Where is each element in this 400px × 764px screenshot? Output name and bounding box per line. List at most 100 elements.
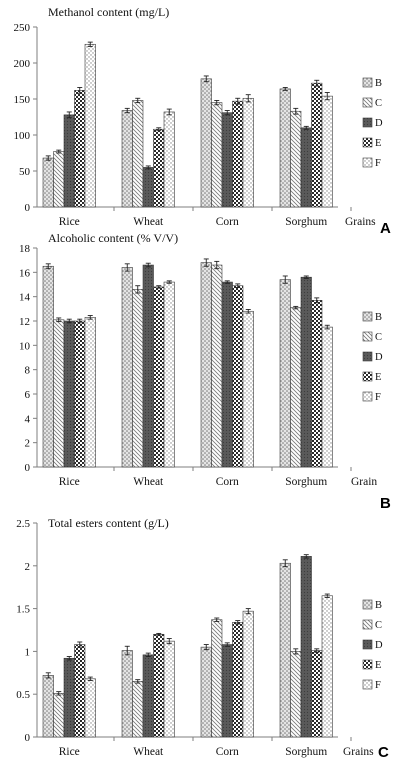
bar-wheat-d — [142, 167, 154, 208]
bar-sorghum-b — [279, 562, 291, 738]
y-tick-label: 12 — [19, 316, 30, 328]
legend-entry-d: D — [375, 640, 383, 651]
bar-sorghum-e — [311, 650, 323, 738]
y-tick-label: 6 — [25, 389, 31, 401]
bar-wheat-d — [142, 654, 154, 738]
bar-wheat-b — [121, 267, 133, 468]
legend-swatch-d — [362, 351, 373, 362]
y-tick-label: 2 — [25, 438, 31, 450]
legend-swatch-c — [362, 97, 373, 108]
legend-entry-c: C — [375, 620, 382, 631]
legend-entry-b: B — [375, 78, 382, 89]
bar-corn-c — [211, 102, 223, 208]
x-category-label: Rice — [59, 746, 80, 758]
bar-rice-f — [84, 317, 96, 468]
legend-swatch-f — [362, 391, 373, 402]
y-tick-label: 0.5 — [16, 689, 30, 701]
legend-swatch-e — [362, 137, 373, 148]
chart-panel-a: 0 50 100 150 200 250 Methanol content (mg/L) Ri… — [14, 5, 392, 237]
bar-sorghum-b — [279, 88, 291, 208]
bar-rice-f — [84, 678, 96, 738]
bar-corn-c — [211, 619, 223, 738]
x-category-label: Rice — [59, 476, 80, 488]
y-tick-label: 10 — [19, 340, 31, 352]
bar-corn-c — [211, 264, 223, 468]
legend-swatch-b — [362, 311, 373, 322]
y-tick-label: 50 — [19, 166, 31, 178]
legend-entry-e: E — [375, 372, 381, 383]
y-tick-label: 0 — [25, 202, 31, 214]
bar-rice-e — [74, 320, 86, 468]
bar-corn-b — [200, 78, 212, 208]
bar-sorghum-f — [321, 326, 333, 468]
y-tick-label: 150 — [14, 94, 31, 106]
bar-wheat-e — [153, 128, 165, 208]
bar-rice-b — [42, 265, 54, 468]
bar-wheat-e — [153, 633, 165, 738]
bar-sorghum-c — [290, 307, 302, 468]
x-category-label: Wheat — [133, 746, 164, 758]
bar-corn-b — [200, 262, 212, 468]
legend-entry-f: F — [375, 158, 381, 169]
legend-entry-b: B — [375, 312, 382, 323]
legend-entry-b: B — [375, 600, 382, 611]
y-tick-label: 1.5 — [16, 604, 30, 616]
chart-panel-b: 0 2 4 6 8 10 12 14 16 18 Alcoholic content (% V/V)… — [19, 231, 391, 512]
bar-sorghum-d — [300, 127, 312, 208]
x-category-label: Corn — [216, 476, 239, 488]
chart-panel-c: 0 0.5 1 1.5 2 2.5 Total esters content (g/L) Ri… — [16, 516, 389, 761]
y-tick-label: 8 — [25, 365, 31, 377]
bar-wheat-c — [132, 100, 144, 208]
legend-entry-d: D — [375, 352, 383, 363]
legend-swatch-e — [362, 371, 373, 382]
x-axis-label: Grain — [351, 476, 377, 488]
legend-swatch-c — [362, 331, 373, 342]
bar-rice-d — [63, 114, 75, 208]
y-tick-label: 14 — [19, 292, 31, 304]
legend-entry-e: E — [375, 138, 381, 149]
bar-sorghum-c — [290, 651, 302, 738]
x-category-label: Sorghum — [285, 476, 327, 488]
legend-entry-c: C — [375, 332, 382, 343]
panel-label: A — [380, 220, 391, 237]
chart-title: Total esters content (g/L) — [48, 516, 169, 530]
bar-corn-e — [232, 285, 244, 468]
panel-label: C — [378, 744, 389, 761]
legend-swatch-d — [362, 639, 373, 650]
chart-title: Alcoholic content (% V/V) — [48, 231, 178, 245]
legend-entry-f: F — [375, 680, 381, 691]
y-tick-label: 0 — [25, 732, 31, 744]
legend-swatch-b — [362, 599, 373, 610]
legend-entry-d: D — [375, 118, 383, 129]
bar-rice-e — [74, 90, 86, 208]
legend-swatch-d — [362, 117, 373, 128]
bar-wheat-f — [163, 640, 175, 738]
legend-swatch-b — [362, 77, 373, 88]
x-category-label: Rice — [59, 216, 80, 228]
legend-entry-c: C — [375, 98, 382, 109]
x-category-label: Corn — [216, 746, 239, 758]
x-axis-label: Grains — [343, 746, 374, 758]
bar-sorghum-c — [290, 110, 302, 208]
bar-corn-b — [200, 646, 212, 738]
bar-rice-d — [63, 657, 75, 738]
legend-swatch-f — [362, 679, 373, 690]
bar-rice-b — [42, 675, 54, 738]
bar-wheat-f — [163, 111, 175, 208]
bar-corn-f — [242, 97, 254, 208]
y-tick-label: 16 — [19, 267, 31, 279]
legend-entry-f: F — [375, 392, 381, 403]
bar-sorghum-f — [321, 95, 333, 208]
bar-rice-e — [74, 644, 86, 738]
bar-corn-e — [232, 100, 244, 208]
y-tick-label: 18 — [19, 243, 31, 255]
bar-sorghum-f — [321, 595, 333, 738]
bar-rice-b — [42, 157, 54, 208]
bar-wheat-e — [153, 286, 165, 468]
y-tick-label: 2.5 — [16, 518, 30, 530]
y-tick-label: 1 — [25, 646, 31, 658]
y-tick-label: 200 — [14, 58, 31, 70]
bar-wheat-c — [132, 289, 144, 468]
